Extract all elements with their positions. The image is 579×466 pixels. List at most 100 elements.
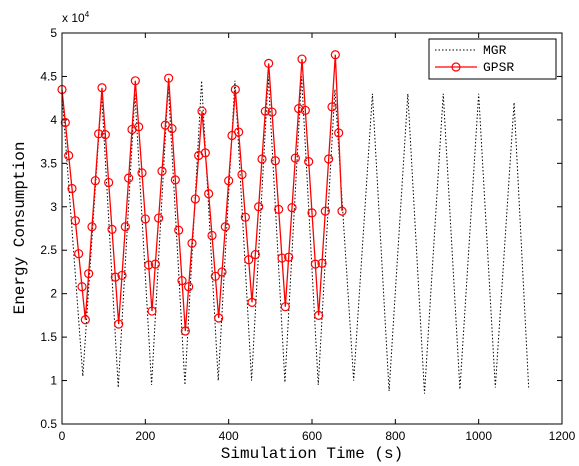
y-tick-label: 4 bbox=[50, 113, 57, 127]
data-point bbox=[184, 282, 194, 292]
y-tick-label: 1.5 bbox=[40, 330, 57, 344]
data-point bbox=[120, 222, 130, 232]
y-tick-label: 2 bbox=[50, 287, 57, 301]
data-point bbox=[264, 58, 274, 69]
legend-marker bbox=[451, 62, 461, 72]
axes-box bbox=[61, 32, 563, 425]
data-point bbox=[297, 54, 307, 64]
data-point bbox=[257, 154, 267, 164]
y-tick-label: 4.5 bbox=[40, 69, 57, 83]
data-point bbox=[114, 319, 124, 329]
x-tick-label: 800 bbox=[385, 429, 405, 443]
x-tick-label: 1000 bbox=[465, 429, 492, 443]
y-tick-label: 5 bbox=[50, 26, 57, 40]
data-point bbox=[290, 153, 300, 163]
data-point bbox=[237, 170, 247, 180]
data-point bbox=[94, 129, 104, 139]
data-point bbox=[287, 203, 297, 213]
data-point bbox=[107, 224, 117, 234]
data-point bbox=[180, 326, 190, 336]
data-point bbox=[274, 204, 284, 214]
data-point bbox=[240, 212, 250, 222]
data-point bbox=[60, 117, 70, 128]
data-point bbox=[74, 249, 84, 259]
data-point bbox=[87, 222, 97, 232]
data-point bbox=[124, 173, 134, 183]
data-point bbox=[324, 154, 334, 164]
y-tick-label: 0.5 bbox=[40, 417, 57, 431]
data-point bbox=[147, 306, 157, 316]
data-point bbox=[230, 84, 240, 95]
x-tick-label: 600 bbox=[302, 429, 322, 443]
data-point bbox=[190, 194, 200, 204]
y-tick-label: 3 bbox=[50, 200, 57, 214]
data-point bbox=[310, 259, 320, 269]
data-point bbox=[144, 260, 154, 270]
data-point bbox=[90, 176, 100, 186]
y-tick-label: 1 bbox=[50, 374, 57, 388]
y-tick-label: 2.5 bbox=[40, 243, 57, 257]
data-point bbox=[97, 83, 107, 93]
data-point bbox=[307, 208, 317, 218]
data-point bbox=[197, 106, 207, 116]
data-point bbox=[317, 258, 327, 268]
data-point bbox=[217, 267, 227, 277]
multiplier: x 104 bbox=[62, 10, 90, 25]
data-point bbox=[270, 156, 280, 166]
data-point bbox=[250, 249, 260, 260]
data-point bbox=[300, 105, 310, 115]
data-point bbox=[80, 315, 90, 325]
data-point bbox=[204, 189, 214, 199]
x-tick-label: 400 bbox=[219, 429, 239, 443]
data-point bbox=[260, 106, 270, 116]
x-tick-label: 0 bbox=[59, 429, 66, 443]
data-point bbox=[77, 282, 87, 292]
data-point bbox=[157, 166, 167, 176]
data-point bbox=[234, 127, 244, 137]
data-point bbox=[267, 107, 277, 117]
data-point bbox=[337, 206, 347, 216]
data-point bbox=[284, 252, 294, 262]
data-point bbox=[167, 123, 177, 134]
data-point bbox=[320, 206, 330, 216]
data-point bbox=[64, 150, 74, 161]
data-point bbox=[247, 297, 257, 307]
data-point bbox=[207, 230, 217, 241]
data-point bbox=[134, 122, 144, 132]
legend-box bbox=[428, 38, 557, 80]
y-axis-label: Energy Consumption bbox=[11, 142, 29, 315]
data-point bbox=[254, 202, 264, 212]
data-point bbox=[314, 310, 324, 320]
data-point bbox=[210, 271, 220, 281]
data-point bbox=[187, 238, 197, 248]
y-tick-label: 3.5 bbox=[40, 156, 57, 170]
data-point bbox=[220, 222, 230, 232]
data-point bbox=[117, 270, 127, 281]
data-point bbox=[140, 214, 150, 224]
plot-area bbox=[62, 33, 562, 424]
x-tick-label: 200 bbox=[135, 429, 155, 443]
legend-label: MGR bbox=[483, 43, 507, 58]
data-point bbox=[110, 272, 120, 282]
data-point bbox=[224, 176, 234, 186]
data-point bbox=[84, 269, 94, 279]
x-tick-label: 1200 bbox=[549, 429, 576, 443]
multiplier-exponent: 4 bbox=[85, 10, 90, 19]
legend-label: GPSR bbox=[483, 60, 514, 75]
legend: MGR GPSR bbox=[428, 38, 557, 80]
data-point bbox=[70, 216, 80, 226]
data-point bbox=[277, 253, 287, 263]
data-point bbox=[177, 276, 187, 286]
multiplier-base: x 10 bbox=[62, 11, 85, 25]
data-point bbox=[200, 148, 210, 158]
data-point bbox=[130, 76, 140, 86]
data-point bbox=[244, 255, 254, 265]
data-point bbox=[330, 50, 340, 60]
data-point bbox=[104, 177, 114, 188]
data-point bbox=[164, 73, 174, 83]
series-line bbox=[61, 76, 530, 394]
x-axis-label: Simulation Time (s) bbox=[221, 445, 403, 463]
data-point bbox=[280, 302, 290, 312]
